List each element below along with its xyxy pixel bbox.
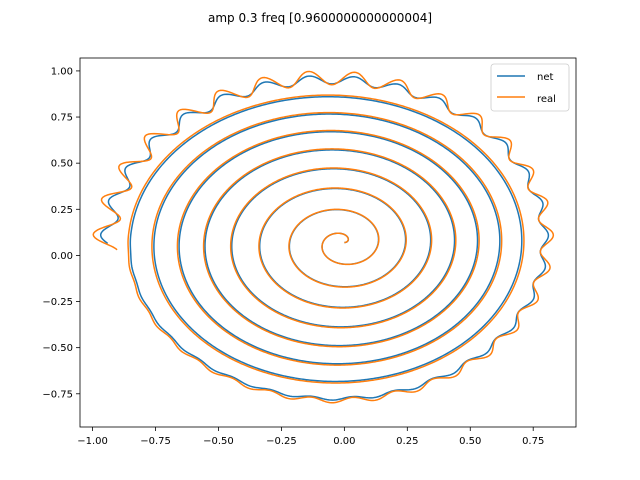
y-tick-label: 0.00 xyxy=(51,251,73,262)
x-tick-label: 0.75 xyxy=(522,436,544,447)
y-tick-label: 1.00 xyxy=(51,66,73,77)
x-tick-label: 0.25 xyxy=(396,436,418,447)
axes-frame xyxy=(79,57,577,428)
y-tick-label: −0.25 xyxy=(42,297,73,308)
plot-area xyxy=(79,57,577,428)
chart-title: amp 0.3 freq [0.9600000000000004] xyxy=(208,11,432,25)
series-layer xyxy=(92,70,555,404)
x-tick-label: −0.50 xyxy=(203,436,234,447)
x-tick-label: −0.75 xyxy=(140,436,171,447)
x-axis-ticks: −1.00 −0.75 −0.50 −0.25 0.00 0.25 0.50 0.75 xyxy=(77,427,544,447)
x-tick-label: 0.00 xyxy=(333,436,355,447)
legend-box xyxy=(490,63,570,112)
y-tick-label: 0.25 xyxy=(51,205,73,216)
y-axis-ticks: −0.75 −0.50 −0.25 0.00 0.25 0.50 0.75 1.00 xyxy=(42,66,80,400)
legend-label-real: real xyxy=(537,94,556,105)
legend-label-net: net xyxy=(537,72,553,83)
legend: net real xyxy=(490,63,570,112)
x-tick-label: −0.25 xyxy=(266,436,297,447)
y-tick-label: 0.75 xyxy=(51,113,73,124)
x-tick-label: 0.50 xyxy=(459,436,481,447)
y-tick-label: −0.50 xyxy=(42,343,73,354)
series-line-real xyxy=(92,70,555,404)
y-tick-label: 0.50 xyxy=(51,159,73,170)
y-tick-label: −0.75 xyxy=(42,389,73,400)
x-tick-label: −1.00 xyxy=(77,436,108,447)
